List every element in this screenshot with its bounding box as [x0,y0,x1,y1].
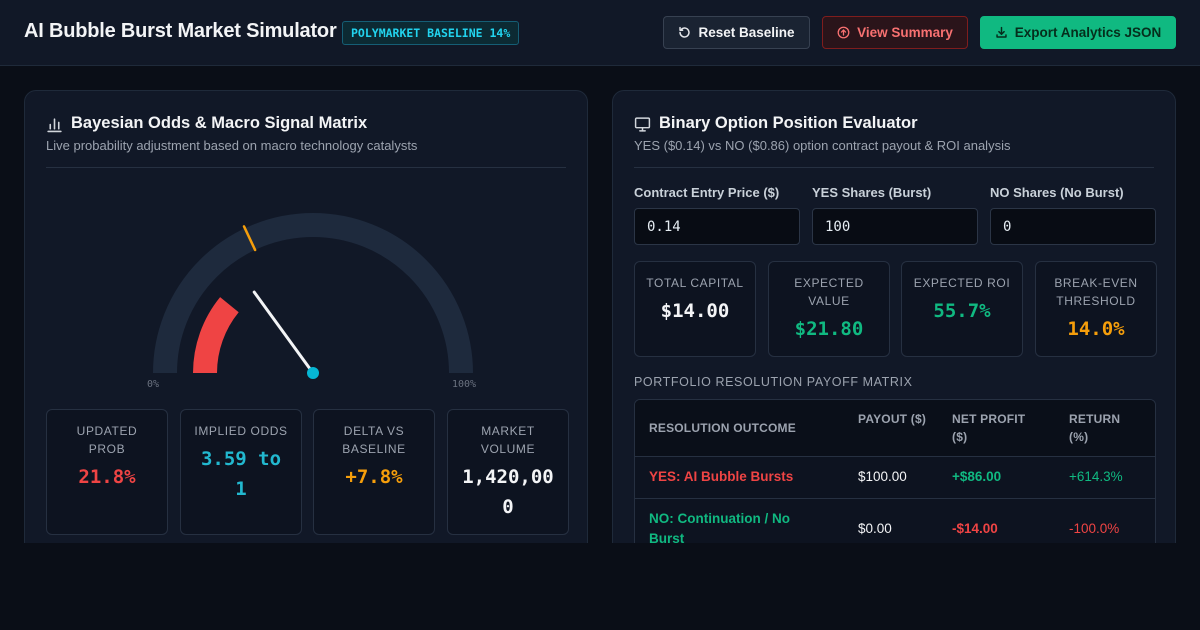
stat-delta-vs-baseline: DELTA VS BASELINE +7.8% [313,409,435,535]
net-profit-cell: -$14.00 [952,521,998,536]
probability-gauge: 0% 100% [147,213,476,389]
payout-cell: $0.00 [858,521,892,536]
yes-shares-input[interactable] [812,208,978,245]
gauge-max-label: 100% [452,379,476,389]
gauge-needle [252,290,315,375]
export-json-label: Export Analytics JSON [1014,25,1162,40]
stat-value: $14.00 [660,300,730,322]
panel-title: Binary Option Position Evaluator [659,114,918,132]
stat-value: 1,420,000 [462,466,554,518]
outcome-cell: YES: AI Bubble Bursts [649,469,794,484]
download-icon [996,26,1007,38]
payoff-matrix-title: PORTFOLIO RESOLUTION PAYOFF MATRIX [634,375,913,389]
monitor-icon [634,117,651,132]
stat-break-even: BREAK-EVEN THRESHOLD 14.0% [1035,261,1157,357]
gauge-pivot [307,367,319,379]
stat-value: 21.8% [78,466,136,488]
bar-chart-icon [47,118,62,133]
view-summary-button[interactable]: View Summary [822,16,968,49]
page-background [0,543,1200,630]
export-json-button[interactable]: Export Analytics JSON [980,16,1176,49]
baseline-badge: POLYMARKET BASELINE 14% [342,21,520,45]
entry-price-label: Contract Entry Price ($) [634,185,780,200]
bayesian-odds-panel: Bayesian Odds & Macro Signal Matrix Live… [24,90,588,630]
reset-baseline-button[interactable]: Reset Baseline [663,16,810,49]
panel-subtitle: YES ($0.14) vs NO ($0.86) option contrac… [634,138,1011,153]
no-shares-input[interactable] [990,208,1156,245]
arrow-up-circle-icon [837,26,850,39]
payout-cell: $100.00 [858,469,907,484]
return-cell: -100.0% [1069,521,1120,536]
column-header: RETURN (%) [1069,412,1121,444]
stat-label: TOTAL CAPITAL [646,276,744,290]
stat-expected-value: EXPECTED VALUE $21.80 [768,261,890,357]
stat-value: 14.0% [1067,318,1125,340]
no-shares-label: NO Shares (No Burst) [990,185,1124,200]
stat-label: EXPECTED VALUE [794,276,864,308]
stat-total-capital: TOTAL CAPITAL $14.00 [634,261,756,357]
stat-value: +7.8% [345,466,403,488]
divider [46,167,566,168]
gauge-min-label: 0% [147,379,159,389]
gauge-fill [193,297,239,374]
column-header: NET PROFIT ($) [952,412,1026,444]
stat-expected-roi: EXPECTED ROI 55.7% [901,261,1023,357]
panel-title: Bayesian Odds & Macro Signal Matrix [71,114,368,132]
stat-market-volume: MARKET VOLUME 1,420,000 [447,409,569,535]
view-summary-label: View Summary [857,25,953,40]
stat-label: DELTA VS BASELINE [342,424,406,456]
column-header: RESOLUTION OUTCOME [649,421,796,435]
stat-label: IMPLIED ODDS [194,424,288,438]
stat-value: $21.80 [794,318,864,340]
payoff-matrix-table: RESOLUTION OUTCOME PAYOUT ($) NET PROFIT… [634,399,1156,630]
panel-subtitle: Live probability adjustment based on mac… [46,138,418,153]
net-profit-cell: +$86.00 [952,469,1002,484]
app-header: AI Bubble Burst Market Simulator POLYMAR… [0,0,1200,66]
binary-option-panel: Binary Option Position Evaluator YES ($0… [612,90,1176,630]
divider [634,167,1154,168]
stat-updated-prob: UPDATED PROB 21.8% [46,409,168,535]
outcome-cell: NO: Continuation / No Burst [649,511,790,546]
app-title: AI Bubble Burst Market Simulator [24,20,337,42]
stat-label: EXPECTED ROI [913,276,1011,290]
yes-shares-label: YES Shares (Burst) [812,185,932,200]
reset-icon [679,26,691,38]
table-header-row: RESOLUTION OUTCOME PAYOUT ($) NET PROFIT… [635,400,1155,457]
stat-label: MARKET VOLUME [480,424,536,456]
reset-baseline-label: Reset Baseline [698,25,795,40]
entry-price-input[interactable] [634,208,800,245]
stat-value: 3.59 to 1 [200,448,282,500]
stat-label: UPDATED PROB [76,424,138,456]
gauge-baseline-marker [242,225,257,252]
column-header: PAYOUT ($) [858,412,927,426]
stat-label: BREAK-EVEN THRESHOLD [1054,276,1138,308]
return-cell: +614.3% [1069,469,1123,484]
gauge-track [153,213,473,374]
stat-value: 55.7% [933,300,991,322]
stat-implied-odds: IMPLIED ODDS 3.59 to 1 [180,409,302,535]
table-row: YES: AI Bubble Bursts $100.00 +$86.00 +6… [635,457,1155,499]
